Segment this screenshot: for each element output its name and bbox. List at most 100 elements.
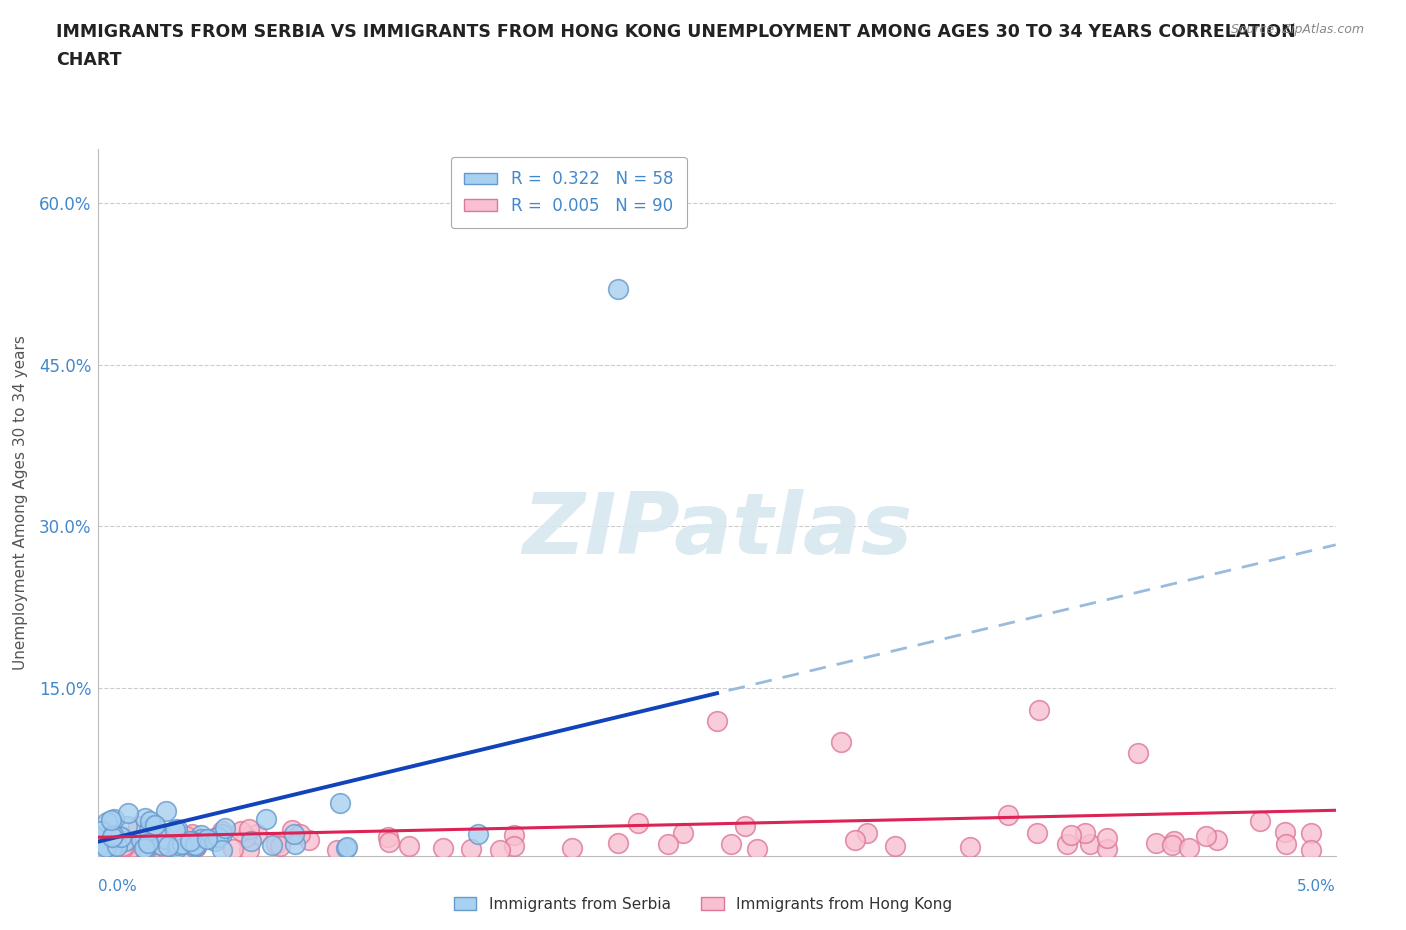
Point [139, 813, 162, 828]
Point [211, 824, 233, 839]
Point [298, 832, 321, 847]
Point [1299, 826, 1322, 841]
Point [103, 812, 125, 827]
Point [134, 840, 156, 855]
Point [141, 836, 163, 851]
Point [1161, 838, 1184, 853]
Point [104, 836, 127, 851]
Point [214, 820, 236, 835]
Point [1028, 702, 1050, 717]
Point [1163, 834, 1185, 849]
Point [142, 818, 165, 833]
Point [222, 842, 245, 857]
Point [134, 811, 156, 826]
Point [173, 829, 195, 844]
Point [235, 830, 257, 844]
Point [747, 842, 769, 857]
Point [672, 825, 695, 840]
Point [157, 836, 180, 851]
Point [184, 840, 207, 855]
Text: IMMIGRANTS FROM SERBIA VS IMMIGRANTS FROM HONG KONG UNEMPLOYMENT AMONG AGES 30 T: IMMIGRANTS FROM SERBIA VS IMMIGRANTS FRO… [56, 23, 1296, 41]
Point [90, 824, 112, 839]
Point [503, 828, 526, 843]
Point [1275, 837, 1298, 852]
Point [1195, 829, 1218, 844]
Point [114, 834, 136, 849]
Point [157, 841, 180, 856]
Point [94, 838, 117, 853]
Text: ZIPatlas: ZIPatlas [522, 489, 912, 572]
Point [152, 840, 174, 855]
Point [112, 840, 135, 855]
Point [1095, 830, 1118, 845]
Point [90, 840, 112, 855]
Point [132, 841, 155, 856]
Point [335, 840, 357, 855]
Y-axis label: Unemployment Among Ages 30 to 34 years: Unemployment Among Ages 30 to 34 years [13, 335, 28, 670]
Point [115, 818, 138, 833]
Point [1074, 826, 1097, 841]
Point [96, 815, 118, 830]
Text: CHART: CHART [56, 51, 122, 69]
Point [166, 841, 188, 856]
Point [288, 827, 311, 842]
Point [240, 833, 263, 848]
Point [281, 823, 304, 838]
Point [100, 842, 122, 857]
Point [181, 827, 204, 842]
Point [149, 831, 172, 846]
Point [91, 842, 114, 857]
Point [190, 831, 212, 846]
Point [111, 839, 134, 854]
Point [1060, 828, 1083, 843]
Text: 5.0%: 5.0% [1296, 879, 1336, 894]
Point [561, 841, 583, 856]
Point [211, 843, 233, 857]
Point [229, 824, 252, 839]
Point [90, 838, 112, 853]
Point [1274, 824, 1296, 839]
Point [238, 821, 260, 836]
Point [607, 282, 630, 297]
Point [132, 832, 155, 847]
Point [127, 818, 149, 833]
Point [90, 837, 112, 852]
Point [883, 839, 905, 854]
Point [997, 807, 1019, 822]
Point [377, 830, 399, 844]
Point [467, 826, 489, 841]
Point [172, 837, 194, 852]
Point [460, 842, 482, 857]
Point [94, 840, 117, 855]
Point [101, 843, 124, 857]
Point [246, 827, 269, 842]
Point [1056, 837, 1078, 852]
Point [110, 830, 132, 844]
Point [183, 839, 205, 854]
Point [856, 826, 879, 841]
Point [157, 839, 180, 854]
Point [284, 837, 307, 852]
Point [720, 837, 742, 852]
Point [166, 837, 188, 852]
Point [262, 838, 284, 853]
Point [143, 817, 166, 832]
Point [127, 840, 149, 855]
Point [141, 836, 163, 851]
Point [163, 822, 186, 837]
Point [93, 838, 115, 853]
Point [127, 842, 149, 857]
Point [432, 841, 454, 856]
Point [138, 823, 160, 838]
Point [254, 812, 277, 827]
Point [100, 813, 122, 828]
Point [734, 818, 756, 833]
Point [657, 837, 679, 852]
Point [134, 842, 156, 857]
Point [326, 843, 349, 857]
Point [211, 827, 233, 842]
Point [377, 834, 399, 849]
Point [174, 829, 197, 844]
Point [503, 839, 526, 854]
Point [90, 830, 112, 844]
